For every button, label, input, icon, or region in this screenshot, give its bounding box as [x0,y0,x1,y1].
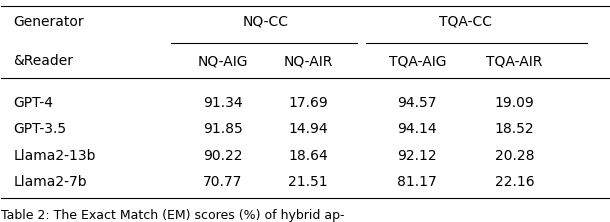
Text: Llama2-13b: Llama2-13b [13,149,96,163]
Text: NQ-AIR: NQ-AIR [284,54,332,68]
Text: 94.57: 94.57 [398,96,437,110]
Text: 92.12: 92.12 [398,149,437,163]
Text: 94.14: 94.14 [398,122,437,137]
Text: NQ-CC: NQ-CC [243,15,289,29]
Text: TQA-AIR: TQA-AIR [486,54,543,68]
Text: TQA-AIG: TQA-AIG [389,54,446,68]
Text: TQA-CC: TQA-CC [439,15,492,29]
Text: 21.51: 21.51 [288,175,328,189]
Text: 22.16: 22.16 [495,175,534,189]
Text: 91.85: 91.85 [203,122,243,137]
Text: 17.69: 17.69 [288,96,328,110]
Text: &Reader: &Reader [13,54,74,68]
Text: 20.28: 20.28 [495,149,534,163]
Text: Table 2: The Exact Match (EM) scores (%) of hybrid ap-: Table 2: The Exact Match (EM) scores (%)… [1,209,345,222]
Text: 18.64: 18.64 [288,149,328,163]
Text: GPT-3.5: GPT-3.5 [13,122,66,137]
Text: 81.17: 81.17 [398,175,437,189]
Text: 91.34: 91.34 [203,96,243,110]
Text: Generator: Generator [13,15,84,29]
Text: NQ-AIG: NQ-AIG [198,54,248,68]
Text: 19.09: 19.09 [495,96,534,110]
Text: 14.94: 14.94 [288,122,328,137]
Text: 18.52: 18.52 [495,122,534,137]
Text: Llama2-7b: Llama2-7b [13,175,87,189]
Text: 90.22: 90.22 [203,149,243,163]
Text: GPT-4: GPT-4 [13,96,54,110]
Text: 70.77: 70.77 [203,175,243,189]
